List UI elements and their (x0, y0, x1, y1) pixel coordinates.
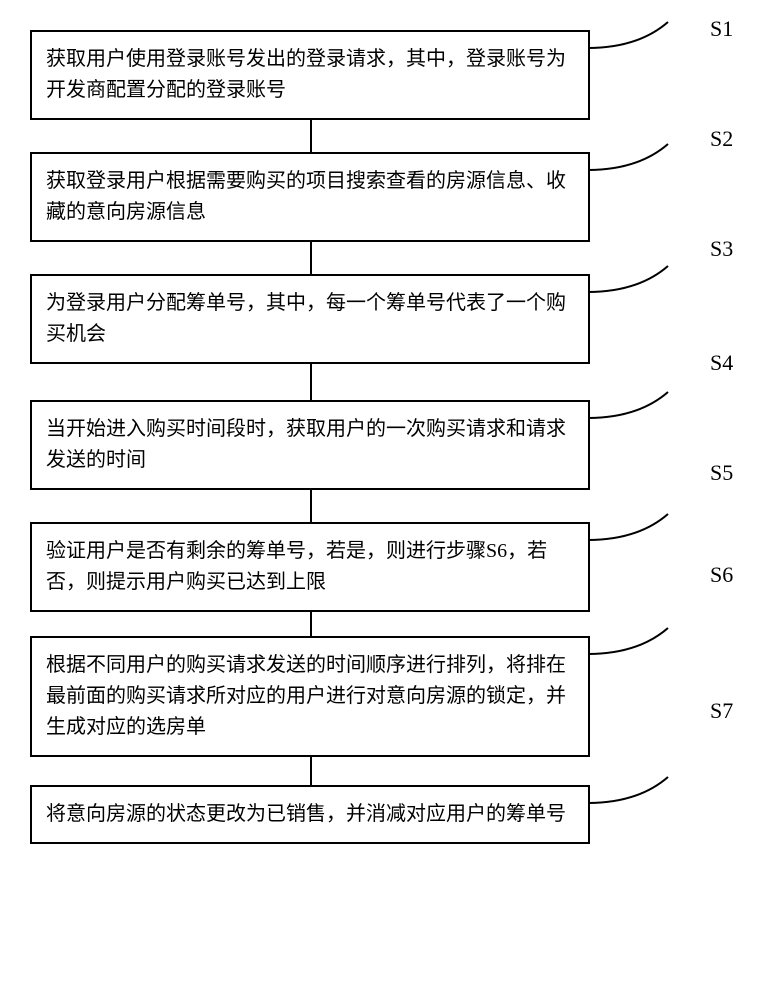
connector-1-2 (310, 120, 312, 152)
callout-s4 (588, 388, 683, 428)
step-label-s3: S3 (710, 236, 733, 262)
step-label-s2: S2 (710, 126, 733, 152)
connector-4-5 (310, 490, 312, 522)
step-box-s4: 当开始进入购买时间段时，获取用户的一次购买请求和请求发送的时间 (30, 400, 590, 490)
callout-s6 (588, 624, 683, 664)
flowchart-container: 获取用户使用登录账号发出的登录请求，其中，登录账号为开发商配置分配的登录账号 S… (0, 0, 777, 874)
callout-s5 (588, 510, 683, 550)
callout-s2 (588, 140, 683, 180)
step-box-s7: 将意向房源的状态更改为已销售，并消减对应用户的筹单号 (30, 785, 590, 844)
step-label-s7: S7 (710, 698, 733, 724)
step-label-s6: S6 (710, 562, 733, 588)
step-box-s1: 获取用户使用登录账号发出的登录请求，其中，登录账号为开发商配置分配的登录账号 (30, 30, 590, 120)
connector-5-6 (310, 612, 312, 636)
connector-6-7 (310, 757, 312, 785)
step-label-s1: S1 (710, 16, 733, 42)
step-text: 根据不同用户的购买请求发送的时间顺序进行排列，将排在最前面的购买请求所对应的用户… (46, 654, 566, 738)
step-label-s5: S5 (710, 460, 733, 486)
callout-s3 (588, 262, 683, 302)
step-label-s4: S4 (710, 350, 733, 376)
step-text: 验证用户是否有剩余的筹单号，若是，则进行步骤S6，若否，则提示用户购买已达到上限 (46, 540, 547, 593)
step-text: 当开始进入购买时间段时，获取用户的一次购买请求和请求发送的时间 (46, 418, 566, 471)
step-box-s5: 验证用户是否有剩余的筹单号，若是，则进行步骤S6，若否，则提示用户购买已达到上限 (30, 522, 590, 612)
connector-2-3 (310, 242, 312, 274)
step-text: 为登录用户分配筹单号，其中，每一个筹单号代表了一个购买机会 (46, 292, 566, 345)
connector-3-4 (310, 364, 312, 400)
callout-s7 (588, 773, 683, 813)
step-text: 获取登录用户根据需要购买的项目搜索查看的房源信息、收藏的意向房源信息 (46, 170, 566, 223)
step-text: 获取用户使用登录账号发出的登录请求，其中，登录账号为开发商配置分配的登录账号 (46, 48, 566, 101)
callout-s1 (588, 18, 683, 58)
step-box-s3: 为登录用户分配筹单号，其中，每一个筹单号代表了一个购买机会 (30, 274, 590, 364)
step-box-s6: 根据不同用户的购买请求发送的时间顺序进行排列，将排在最前面的购买请求所对应的用户… (30, 636, 590, 757)
step-text: 将意向房源的状态更改为已销售，并消减对应用户的筹单号 (46, 803, 566, 825)
step-box-s2: 获取登录用户根据需要购买的项目搜索查看的房源信息、收藏的意向房源信息 (30, 152, 590, 242)
